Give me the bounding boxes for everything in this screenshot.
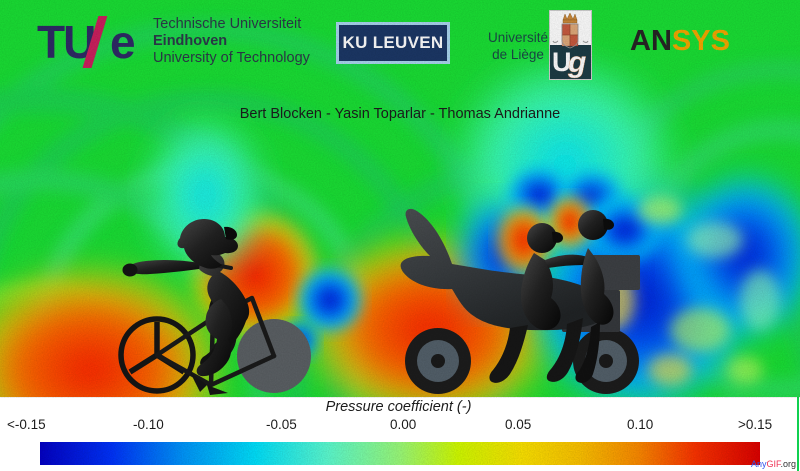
svg-text:e: e [110,16,136,68]
svg-text:g: g [567,46,586,79]
